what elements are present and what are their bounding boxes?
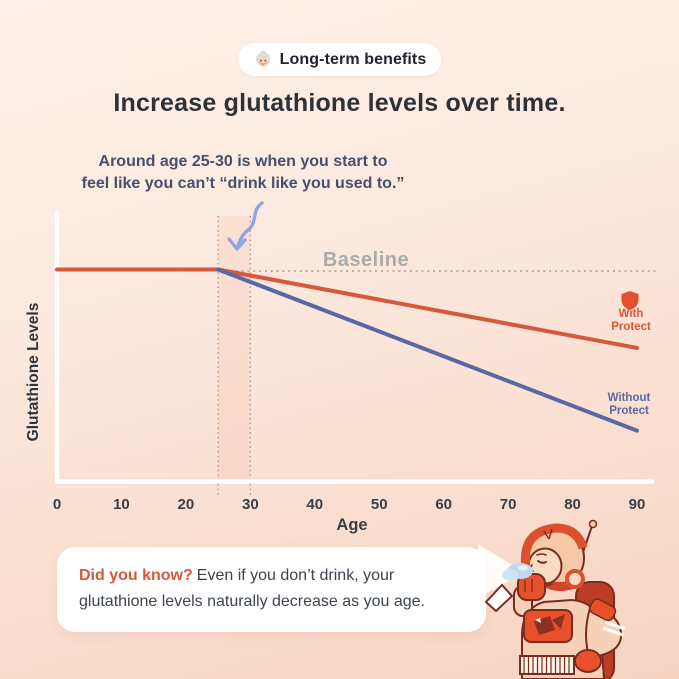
legend-without-line2: Protect <box>609 405 649 417</box>
x-tick-label: 80 <box>564 496 581 513</box>
x-tick-label: 70 <box>500 496 517 513</box>
y-axis-label: Glutathione Levels <box>25 303 42 442</box>
baseline-label: Baseline <box>323 249 409 271</box>
x-axis-ticks: 0 10 20 30 40 50 60 70 80 90 <box>53 496 646 513</box>
legend-with-line2: Protect <box>611 321 651 333</box>
annotation-line-2: feel like you can’t “drink like you used… <box>81 175 405 192</box>
x-tick-label: 20 <box>178 496 195 513</box>
legend-without-protect: Without Protect <box>608 392 651 417</box>
old-woman-icon <box>255 50 270 67</box>
did-you-know-card: Did you know? Even if you don’t drink, yo… <box>57 547 486 632</box>
chart-axes <box>54 210 655 484</box>
astronaut-mascot-illustration <box>478 519 626 679</box>
long-term-benefits-badge: Long-term benefits <box>237 43 442 76</box>
mascot-belt <box>519 655 575 675</box>
breath-flash <box>478 544 524 598</box>
annotation-line-1: Around age 25-30 is when you start to <box>98 153 388 170</box>
annotation-arrow-icon <box>227 201 264 251</box>
badge-label: Long-term benefits <box>279 50 427 68</box>
did-you-know-body: Even if you don’t drink, your glutathion… <box>79 567 425 610</box>
x-tick-label: 40 <box>306 496 323 513</box>
legend-without-line1: Without <box>608 392 651 404</box>
with-protect-line <box>55 267 639 350</box>
did-you-know-highlight: Did you know? <box>79 567 193 584</box>
age-25-30-highlight-band <box>218 216 251 482</box>
x-tick-label: 60 <box>435 496 452 513</box>
x-tick-label: 50 <box>371 496 388 513</box>
x-tick-label: 30 <box>242 496 259 513</box>
x-tick-label: 10 <box>113 496 130 513</box>
mascot-breath-puff <box>502 563 533 581</box>
mascot-ear-piece <box>565 569 585 589</box>
without-protect-line <box>216 267 639 433</box>
x-axis-label: Age <box>336 516 367 534</box>
page-title: Increase glutathione levels over time. <box>113 89 566 117</box>
x-tick-label: 90 <box>629 496 646 513</box>
chest-badge-fish-logo <box>523 609 573 643</box>
breathalyzer-mouthpiece <box>484 583 514 613</box>
legend-with-protect: With Protect <box>611 291 651 333</box>
legend-with-line1: With <box>619 308 644 320</box>
shield-icon <box>621 291 639 310</box>
annotation-text: Around age 25-30 is when you start to fe… <box>82 151 405 195</box>
x-tick-label: 0 <box>53 496 61 513</box>
